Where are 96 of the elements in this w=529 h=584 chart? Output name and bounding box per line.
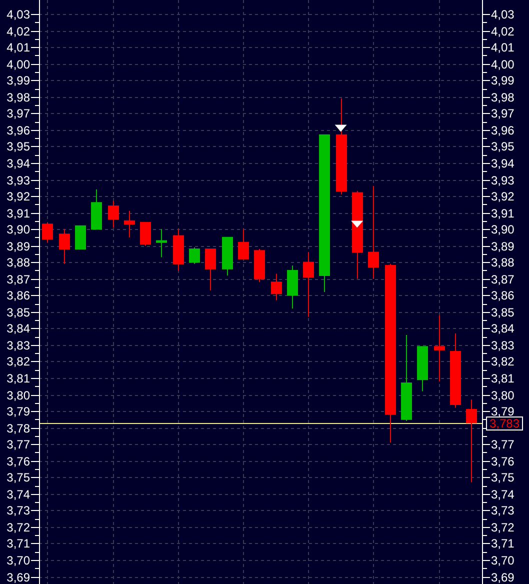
y-tick-label: 3,80 — [6, 388, 30, 402]
y-tick-label: 3,74 — [6, 488, 30, 502]
candlestick — [417, 346, 428, 392]
y2-tick-label: 3,73 — [491, 504, 515, 518]
candlestick — [434, 314, 445, 382]
y-tick-label: 3,87 — [6, 272, 30, 286]
y-tick-label: 3,78 — [6, 422, 30, 436]
y2-tick-label: 3,72 — [491, 520, 515, 534]
y-tick-label: 3,98 — [6, 90, 30, 104]
y-tick-label: 3,97 — [6, 106, 30, 120]
y2-tick-label: 4,02 — [491, 24, 515, 38]
y2-tick-label: 4,03 — [491, 8, 515, 22]
y2-tick-label: 3,98 — [491, 90, 515, 104]
y-tick-label: 3,89 — [6, 240, 30, 254]
y2-tick-label: 3,90 — [491, 222, 515, 236]
candlestick — [319, 134, 330, 292]
y-tick-label: 3,93 — [6, 174, 30, 188]
candlestick — [91, 188, 102, 230]
y-tick-label: 3,75 — [6, 470, 30, 484]
candlestick — [108, 200, 119, 228]
y2-tick-label: 3,69 — [491, 570, 515, 584]
candlestick — [59, 228, 70, 264]
y2-tick-label: 3,94 — [491, 156, 515, 170]
candlestick — [140, 222, 151, 246]
candlestick — [222, 236, 233, 276]
y2-tick-label: 3,71 — [491, 536, 515, 550]
y2-tick-label: 3,84 — [491, 322, 515, 336]
y2-tick-label: 3,85 — [491, 306, 515, 320]
candlestick — [156, 228, 167, 258]
y2-tick-label: 3,75 — [491, 470, 515, 484]
y2-tick-label: 3,80 — [491, 388, 515, 402]
y-tick-label: 3,95 — [6, 140, 30, 154]
y2-tick-label: 3,93 — [491, 174, 515, 188]
y2-tick-label: 4,01 — [491, 40, 515, 54]
y-tick-label: 3,70 — [6, 554, 30, 568]
y2-tick-label: 3,82 — [491, 354, 515, 368]
y2-tick-label: 3,95 — [491, 140, 515, 154]
y2-tick-label: 3,81 — [491, 372, 515, 386]
y2-tick-label: 3,89 — [491, 240, 515, 254]
y-tick-label: 4,01 — [6, 40, 30, 54]
y-tick-label: 3,85 — [6, 306, 30, 320]
candlestick — [124, 210, 135, 238]
y2-tick-label: 3,92 — [491, 190, 515, 204]
y-tick-label: 3,83 — [6, 338, 30, 352]
candlestick — [303, 252, 314, 318]
y-tick-label: 3,84 — [6, 322, 30, 336]
candlestick — [450, 332, 461, 408]
y2-tick-label: 3,91 — [491, 206, 515, 220]
candlestick — [173, 228, 184, 271]
y-tick-label: 3,81 — [6, 372, 30, 386]
y-tick-label: 3,94 — [6, 156, 30, 170]
candlestick — [368, 186, 379, 280]
candlestick — [385, 263, 396, 444]
y-tick-label: 3,72 — [6, 520, 30, 534]
y2-tick-label: 3,88 — [491, 256, 515, 270]
y2-tick-label: 3,87 — [491, 272, 515, 286]
y-tick-label: 3,90 — [6, 222, 30, 236]
candlestick — [42, 222, 53, 243]
candlestick — [238, 228, 249, 260]
y-tick-label: 3,99 — [6, 74, 30, 88]
candlestick — [189, 246, 200, 264]
candlestick — [205, 248, 216, 291]
y-tick-label: 3,92 — [6, 190, 30, 204]
y-tick-label: 4,03 — [6, 8, 30, 22]
candlestick — [271, 273, 282, 301]
y2-tick-label: 3,97 — [491, 106, 515, 120]
candlestick — [254, 248, 265, 283]
y2-tick-label: 3,83 — [491, 338, 515, 352]
ref-line-label: 3,783 — [489, 416, 520, 430]
y-tick-label: 3,88 — [6, 256, 30, 270]
y2-tick-label: 3,96 — [491, 124, 515, 138]
y-tick-label: 3,77 — [6, 438, 30, 452]
candlestick — [466, 399, 477, 483]
y2-tick-label: 3,74 — [491, 488, 515, 502]
y-tick-label: 3,71 — [6, 536, 30, 550]
y-tick-label: 3,69 — [6, 570, 30, 584]
candlestick — [75, 225, 86, 250]
y2-tick-label: 3,86 — [491, 288, 515, 302]
y2-tick-label: 4,00 — [491, 58, 515, 72]
y-tick-label: 3,76 — [6, 454, 30, 468]
candlestick — [336, 98, 347, 195]
y-tick-label: 3,82 — [6, 354, 30, 368]
candlestick — [287, 265, 298, 310]
candlestick — [401, 334, 412, 422]
y-tick-label: 3,91 — [6, 206, 30, 220]
y2-tick-label: 3,99 — [491, 74, 515, 88]
y2-tick-label: 3,79 — [491, 404, 515, 418]
y2-tick-label: 3,76 — [491, 454, 515, 468]
y-tick-label: 3,79 — [6, 404, 30, 418]
y-tick-label: 3,86 — [6, 288, 30, 302]
y-tick-label: 3,73 — [6, 504, 30, 518]
y2-tick-label: 3,77 — [491, 438, 515, 452]
y-tick-label: 4,00 — [6, 58, 30, 72]
y-tick-label: 3,96 — [6, 124, 30, 138]
y-tick-label: 4,02 — [6, 24, 30, 38]
y2-tick-label: 3,70 — [491, 554, 515, 568]
